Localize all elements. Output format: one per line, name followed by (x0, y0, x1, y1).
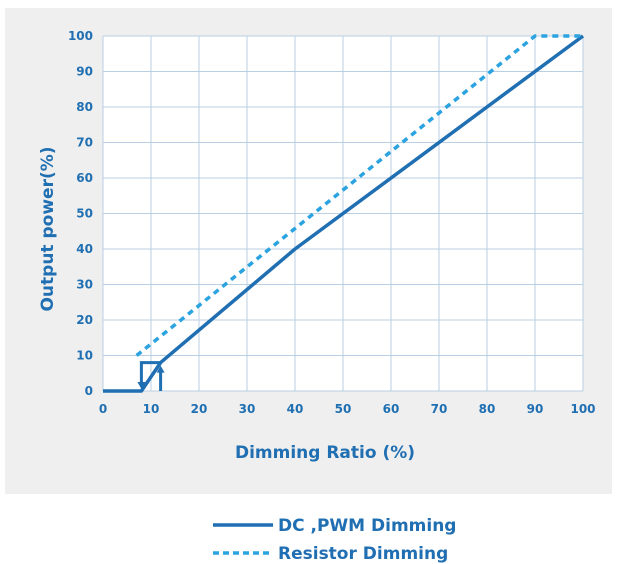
legend-label-dc-pwm: DC ,PWM Dimming (278, 516, 456, 536)
x-tick-label-30: 30 (239, 402, 256, 416)
legend: DC ,PWM Dimming Resistor Dimming (213, 516, 456, 564)
x-tick-label-0: 0 (99, 402, 107, 416)
y-tick-label-90: 90 (76, 65, 93, 79)
y-tick-label-60: 60 (76, 171, 93, 185)
series-line-1 (135, 34, 583, 357)
x-tick-label-90: 90 (527, 402, 544, 416)
y-tick-label-100: 100 (68, 29, 93, 43)
y-tick-label-20: 20 (76, 313, 93, 327)
y-tick-label-30: 30 (76, 278, 93, 292)
tick-labels: 0 10 20 30 40 50 60 70 80 90 100 0 10 20 30 40 50 60 70 80 9… (68, 29, 596, 416)
chart-svg: 0 10 20 30 40 50 60 70 80 90 100 0 10 20 30 40 50 60 70 80 9… (38, 29, 596, 463)
y-tick-label-70: 70 (76, 136, 93, 150)
hysteresis-up-arrow (156, 365, 165, 373)
y-axis-label: Output power(%) (38, 146, 58, 311)
x-tick-label-50: 50 (335, 402, 352, 416)
series-lines (103, 34, 585, 393)
x-axis-label: Dimming Ratio (%) (235, 443, 415, 463)
x-tick-label-100: 100 (570, 402, 595, 416)
x-tick-label-80: 80 (479, 402, 496, 416)
legend-label-resistor: Resistor Dimming (278, 544, 448, 564)
y-tick-label-80: 80 (76, 100, 93, 114)
y-tick-label-0: 0 (85, 384, 93, 398)
x-tick-label-60: 60 (383, 402, 400, 416)
x-tick-label-70: 70 (431, 402, 448, 416)
y-tick-label-10: 10 (76, 349, 93, 363)
x-tick-label-20: 20 (191, 402, 208, 416)
chart-panel: 0 10 20 30 40 50 60 70 80 90 100 0 10 20 30 40 50 60 70 80 9… (5, 8, 612, 494)
hysteresis-down-path (139, 361, 161, 384)
x-tick-label-10: 10 (143, 402, 160, 416)
y-tick-label-40: 40 (76, 242, 93, 256)
hysteresis-down-arrow (137, 382, 146, 389)
x-tick-label-40: 40 (287, 402, 304, 416)
y-tick-label-50: 50 (76, 207, 93, 221)
